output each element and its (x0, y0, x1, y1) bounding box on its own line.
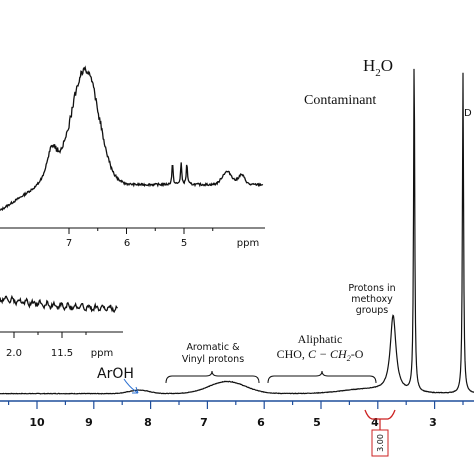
aromatic-label-line2: Vinyl protons (182, 354, 244, 365)
inset-upper-trace (0, 68, 263, 210)
x-tick-label-8: 8 (144, 416, 152, 429)
integral-bracket (365, 410, 395, 419)
contaminant-label: Contaminant (304, 93, 376, 108)
x-tick-label-6: 6 (257, 416, 265, 429)
methoxy-label-line2: methoxy (351, 294, 393, 305)
x-tick-label-9: 9 (85, 416, 93, 429)
aliphatic-label-line1: Aliphatic (298, 332, 343, 346)
inset-lower-trace (0, 296, 118, 312)
aromatic-brace (166, 371, 259, 383)
inset-upper-tick-label: 7 (66, 238, 72, 249)
main-x-ticks (9, 401, 463, 409)
x-tick-label-7: 7 (200, 416, 208, 429)
inset-lower-ticks (14, 332, 86, 338)
inset-lower: 2.0 11.5 ppm (0, 296, 123, 359)
integral-marker: 3.00 (365, 410, 395, 456)
inset-lower-tick-label: 11.5 (51, 348, 73, 359)
water-peak-label: H2O (363, 56, 393, 79)
inset-upper-tick-label: 6 (124, 238, 130, 249)
aliphatic-label-line2: CHO, C − CH2-O (277, 347, 364, 363)
integral-value: 3.00 (376, 434, 385, 452)
inset-upper-ticks (69, 228, 213, 234)
inset-upper-tick-label: 5 (181, 238, 187, 249)
aliphatic-brace (268, 371, 376, 383)
inset-upper-unit-label: ppm (237, 238, 259, 249)
inset-lower-unit-label: ppm (91, 348, 113, 359)
x-tick-label-5: 5 (313, 416, 321, 429)
dmso-peak-label-cut: D (464, 108, 472, 119)
inset-upper: 7 6 5 ppm (0, 68, 265, 249)
x-tick-label-3: 3 (429, 416, 437, 429)
aromatic-label-line1: Aromatic & (186, 342, 240, 353)
methoxy-label-line1: Protons in (348, 283, 395, 294)
methoxy-label-line3: groups (356, 305, 389, 316)
x-tick-label-10: 10 (29, 416, 45, 429)
x-tick-label-4: 4 (371, 416, 379, 429)
inset-lower-tick-label: 2.0 (6, 348, 22, 359)
aroh-label: ArOH (97, 366, 134, 382)
